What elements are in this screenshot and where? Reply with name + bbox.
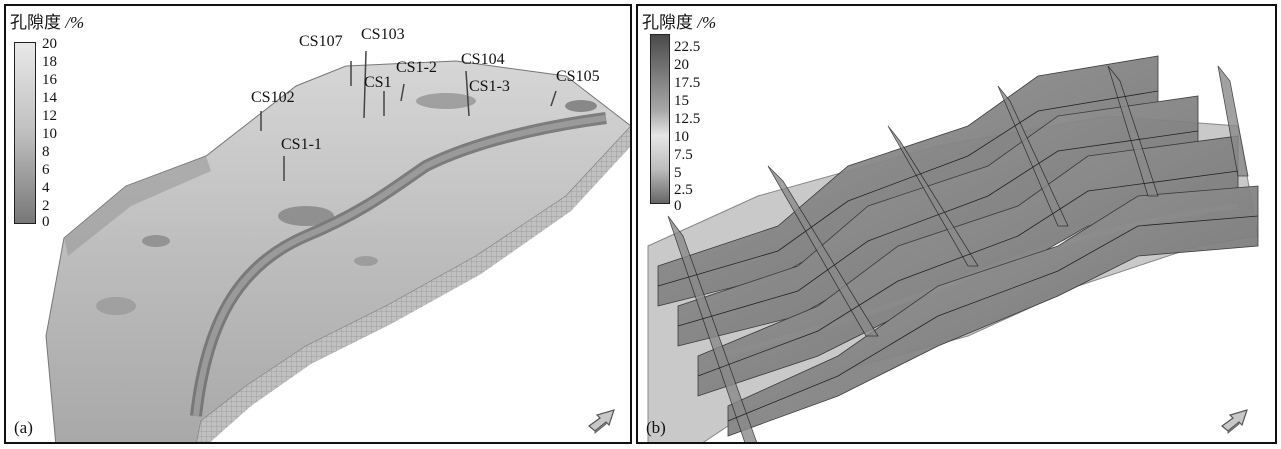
tick-label: 4 [42, 180, 50, 196]
panel-label-b: (b) [646, 418, 666, 437]
well-label: CS104 [461, 51, 505, 68]
tick-label: 10 [674, 129, 689, 145]
tick-label: 18 [42, 54, 57, 70]
tick-label: 20 [674, 57, 689, 73]
porosity-3d-surface-a [45, 50, 630, 442]
tick-label: 12 [42, 108, 57, 124]
well-label: CS102 [251, 89, 295, 106]
legend-title-a: 孔隙度 /% [10, 8, 84, 33]
porosity-model-panel-b: 孔隙度 /% 22.5 20 17.5 15 12.5 10 7.5 5 2.5… [636, 4, 1277, 444]
well-label: CS1 [364, 74, 392, 91]
tick-label: 0 [674, 198, 682, 214]
well-label: CS103 [361, 26, 405, 43]
tick-label: 2.5 [674, 182, 693, 198]
tick-label: 8 [42, 144, 50, 160]
tick-label: 7.5 [674, 147, 693, 163]
tick-label: 0 [42, 214, 50, 230]
well-label: CS1-1 [281, 136, 322, 153]
legend-title-text: 孔隙度 [642, 13, 693, 32]
tick-label: 6 [42, 162, 50, 178]
legend-unit: /% [65, 13, 85, 32]
legend-title-text: 孔隙度 [10, 13, 61, 32]
porosity-model-panel-a: 孔隙度 /% 20 18 16 14 12 10 8 6 4 2 0 CS107… [4, 4, 632, 444]
tick-label: 22.5 [674, 39, 701, 55]
legend-title-b: 孔隙度 /% [642, 8, 716, 33]
tick-label: 16 [42, 72, 57, 88]
panel-label-a: (a) [14, 418, 33, 437]
tick-label: 20 [42, 36, 57, 52]
well-label: CS107 [299, 33, 343, 50]
well-label: CS1-3 [469, 78, 510, 95]
legend-unit: /% [697, 13, 717, 32]
orientation-arrow-icon[interactable] [1219, 406, 1253, 434]
tick-label: 14 [42, 90, 57, 106]
porosity-fence-diagram-b [647, 55, 1259, 442]
tick-label: 5 [674, 165, 682, 181]
colorbar-b [650, 34, 670, 204]
orientation-arrow-icon[interactable] [586, 406, 620, 434]
tick-label: 17.5 [674, 75, 701, 91]
well-label: CS1-2 [396, 59, 437, 76]
colorbar-a [14, 42, 36, 224]
well-label: CS105 [556, 68, 600, 85]
tick-label: 15 [674, 93, 689, 109]
tick-label: 10 [42, 126, 57, 142]
tick-label: 2 [42, 198, 50, 214]
tick-label: 12.5 [674, 111, 701, 127]
